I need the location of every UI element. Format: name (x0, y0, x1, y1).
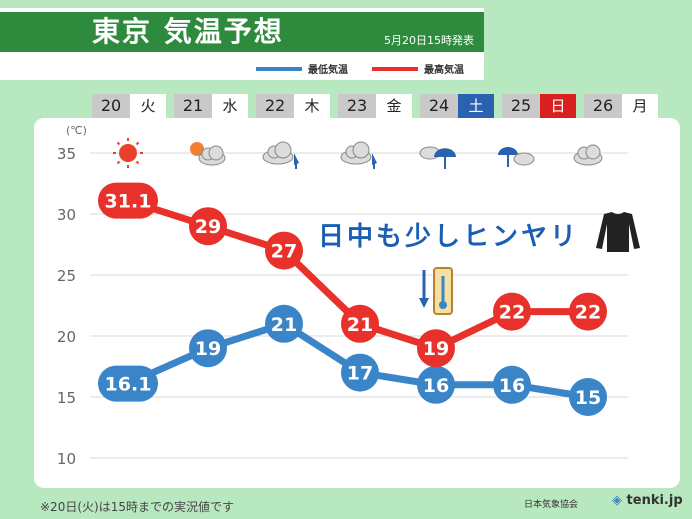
tenki-logo-icon: ◈ (612, 493, 622, 508)
low-temp-marker (341, 353, 379, 392)
long-sleeve-shirt-icon (596, 212, 640, 252)
high-temp-value-label: 22 (575, 302, 601, 324)
credit-org: 日本気象協会 (524, 500, 579, 510)
high-temp-value-label: 27 (271, 241, 297, 263)
day-weekday: 金 (376, 94, 412, 118)
high-temp-value-label: 21 (347, 314, 373, 336)
y-tick-label: 30 (57, 206, 76, 224)
high-temp-marker (493, 292, 531, 331)
legend-low-label: 最低気温 (308, 65, 348, 76)
legend-high-label: 最高気温 (424, 65, 464, 76)
legend-low-swatch (256, 67, 302, 71)
low-temp-value-label: 16.1 (105, 374, 152, 396)
low-temp-value-label: 17 (347, 363, 373, 385)
low-temp-value-label: 21 (271, 314, 297, 336)
day-header-24: 24 土 (420, 94, 502, 118)
day-date: 21 (174, 94, 212, 118)
day-date: 23 (338, 94, 376, 118)
day-date: 26 (584, 94, 622, 118)
low-temp-marker (493, 365, 531, 404)
y-tick-label: 15 (57, 389, 76, 407)
low-temp-value-label: 16 (499, 375, 525, 397)
high-temp-value-label: 29 (195, 216, 221, 238)
day-weekday: 水 (212, 94, 248, 118)
high-temp-value-label: 19 (423, 338, 449, 360)
day-date: 24 (420, 94, 458, 118)
day-weekday-saturday: 土 (458, 94, 494, 118)
day-date: 22 (256, 94, 294, 118)
tenki-logo-text: tenki.jp (626, 493, 683, 508)
high-temp-marker (189, 207, 227, 246)
high-temp-value-label: 31.1 (105, 191, 152, 213)
low-temp-value-label: 16 (423, 375, 449, 397)
day-header-22: 22 木 (256, 94, 338, 118)
y-tick-label: 10 (57, 450, 76, 468)
cloud-icon (573, 144, 603, 166)
tenki-logo: ◈ tenki.jp (612, 493, 683, 508)
day-weekday-sunday: 日 (540, 94, 576, 118)
low-temp-value-label: 15 (575, 387, 601, 409)
day-header-26: 26 月 (584, 94, 666, 118)
page-title: 東京 気温予想 (92, 15, 284, 48)
footnote: ※20日(火)は15時までの実況値です (40, 500, 234, 514)
headline-banner: 日中も少しヒンヤリ (318, 222, 580, 252)
issued-time: 5月20日15時発表 (384, 34, 474, 47)
low-temp-marker (265, 304, 303, 343)
cloud-rain-icon (340, 141, 377, 169)
day-weekday: 月 (622, 94, 658, 118)
low-temp-marker (417, 365, 455, 404)
day-header-21: 21 水 (174, 94, 256, 118)
y-unit-label: (℃) (66, 124, 87, 137)
day-weekday: 火 (130, 94, 166, 118)
high-temp-marker (569, 292, 607, 331)
title-bar: 東京 気温予想 5月20日15時発表 (0, 12, 484, 52)
day-date: 25 (502, 94, 540, 118)
day-header-25: 25 日 (502, 94, 584, 118)
high-temp-marker (417, 329, 455, 368)
y-tick-label: 35 (57, 145, 76, 163)
low-temp-value-label: 19 (195, 338, 221, 360)
high-temp-marker (98, 182, 158, 219)
high-temp-value-label: 22 (499, 302, 525, 324)
day-date: 20 (92, 94, 130, 118)
sun-cloud-icon (190, 142, 226, 166)
low-temp-marker (569, 378, 607, 416)
y-tick-label: 20 (57, 328, 76, 346)
sun-icon (113, 138, 143, 168)
rain-cloud-icon (498, 147, 535, 167)
cloud-rain-icon (419, 146, 456, 169)
low-temp-marker (189, 329, 227, 368)
thermometer-icon (419, 267, 453, 315)
low-temp-marker (98, 365, 158, 402)
day-weekday: 木 (294, 94, 330, 118)
high-temp-marker (341, 304, 379, 343)
cloud-rain-icon (262, 141, 299, 169)
legend-high-swatch (372, 67, 418, 71)
day-header-20: 20 火 (92, 94, 174, 118)
high-temp-marker (265, 231, 303, 270)
y-tick-label: 25 (57, 267, 76, 285)
day-header-23: 23 金 (338, 94, 420, 118)
